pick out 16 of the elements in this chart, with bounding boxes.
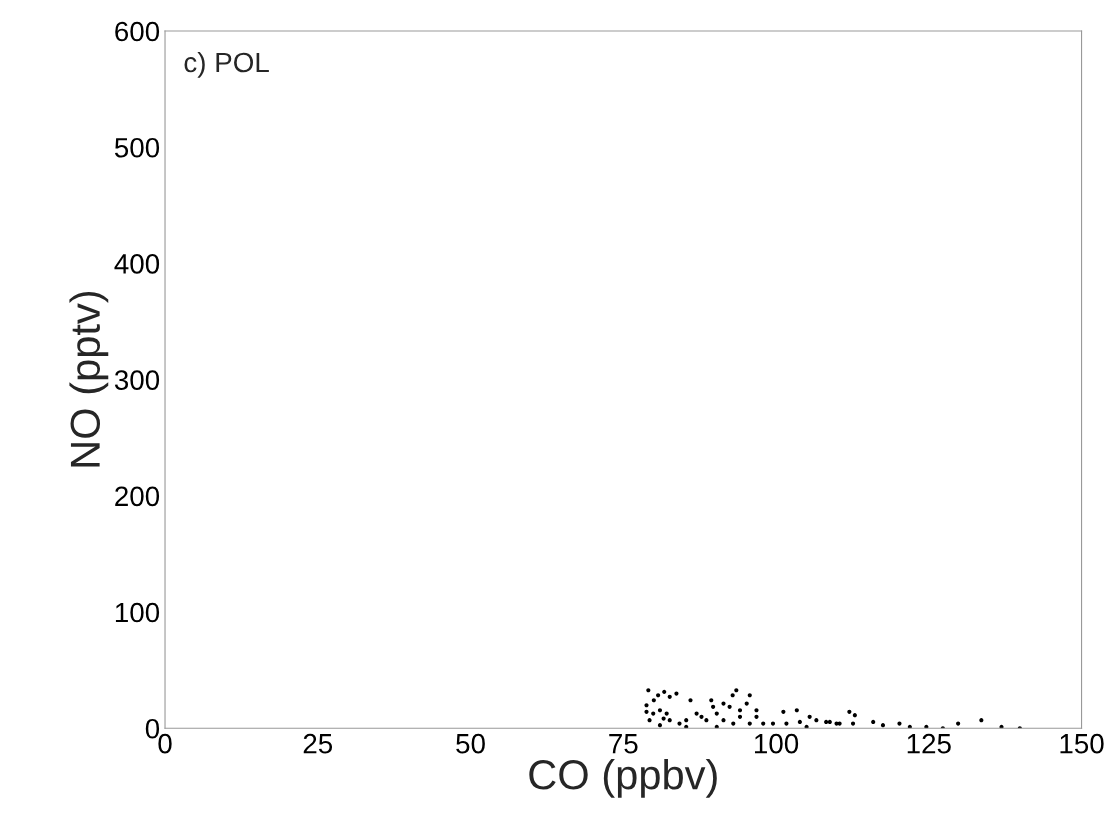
y-tick-label: 500 (114, 137, 160, 158)
y-tick-label: 300 (114, 370, 160, 390)
x-axis-title: CO (ppbv) (529, 758, 717, 798)
x-tick-label: 25 (303, 733, 333, 754)
y-tick-label: 600 (115, 21, 160, 42)
x-tick-label: 75 (609, 734, 638, 754)
y-tick-label: 400 (114, 254, 160, 274)
y-tick-label: 200 (115, 486, 160, 507)
x-tick-label: 100 (754, 733, 799, 754)
x-tick-label: 50 (456, 733, 485, 754)
x-tick-label: 125 (907, 733, 951, 754)
x-tick-label: 150 (1060, 733, 1104, 754)
y-tick-label: 100 (115, 602, 160, 623)
y-axis-title: NO (pptv) (69, 291, 109, 467)
y-tick-label: 0 (145, 718, 160, 739)
annotation: c) POL (184, 51, 269, 78)
